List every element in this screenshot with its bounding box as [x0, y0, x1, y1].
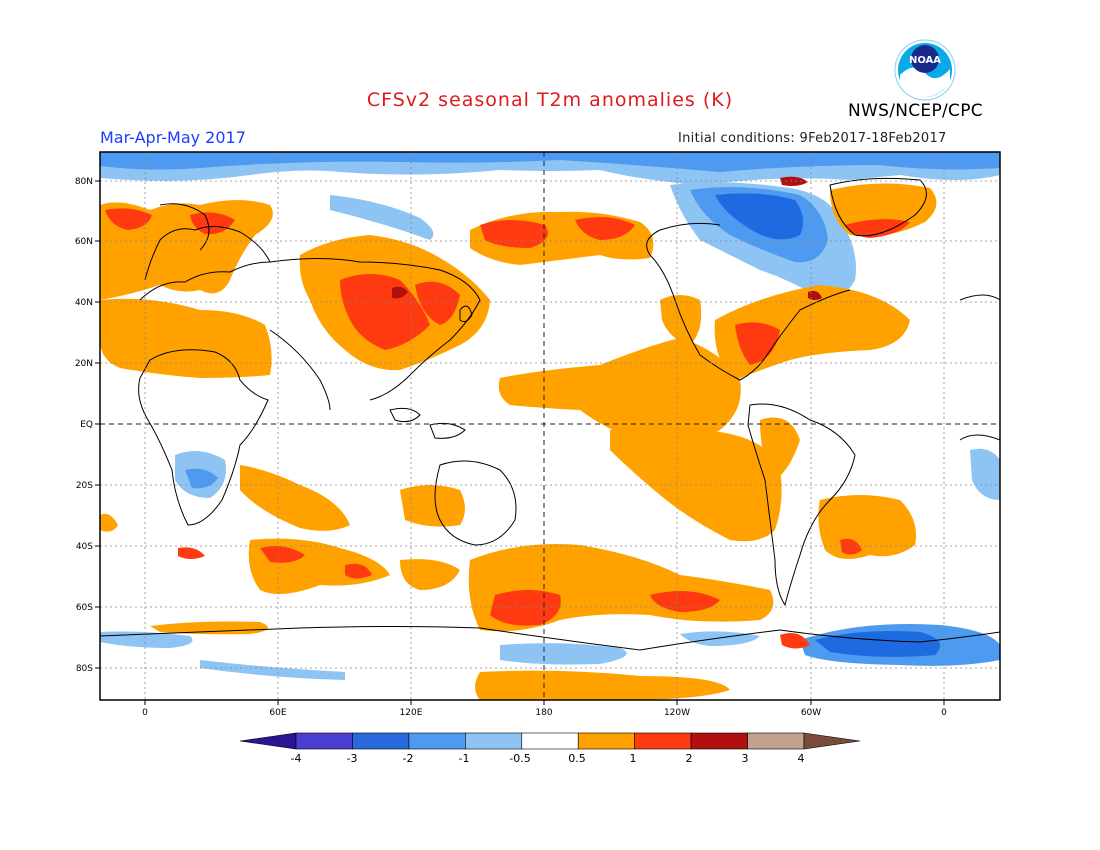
lon-label: 60W	[801, 708, 821, 718]
colorbar-tick: 2	[686, 752, 693, 765]
chart-title: CFSv2 seasonal T2m anomalies (K)	[366, 89, 734, 111]
colorbar-tick: -2	[403, 752, 414, 765]
colorbar-tick: 1	[630, 752, 637, 765]
colorbar-tick: 3	[742, 752, 749, 765]
colorbar-segment	[747, 732, 805, 750]
lon-label: 0	[941, 708, 947, 718]
lat-label: 60S	[76, 603, 93, 613]
colorbar-segment	[408, 732, 466, 750]
anomaly-antarctic	[100, 624, 1000, 680]
colorbar-segment	[465, 732, 523, 750]
colorbar-arrow-low	[239, 732, 297, 750]
colorbar-tick: -1	[459, 752, 470, 765]
lon-label: 180	[535, 708, 552, 718]
colorbar-tick: 4	[798, 752, 805, 765]
initial-conditions: Initial conditions: 9Feb2017-18Feb2017	[678, 131, 947, 146]
lat-label: EQ	[80, 420, 93, 430]
lat-label: 80S	[76, 664, 93, 674]
colorbar-arrow-high	[803, 732, 861, 750]
lat-label: 20S	[76, 481, 93, 491]
colorbar-segment	[690, 732, 748, 750]
colorbar-segment	[577, 732, 635, 750]
colorbar-tick: -0.5	[509, 752, 530, 765]
colorbar-tick: 0.5	[568, 752, 586, 765]
noaa-logo: NOAA	[894, 39, 956, 101]
logo-text: NOAA	[909, 55, 941, 66]
colorbar-segment	[634, 732, 692, 750]
colorbar-segments	[239, 732, 861, 750]
lat-label: 20N	[75, 359, 93, 369]
anomaly-hot-spots	[105, 208, 910, 649]
colorbar-tick: -4	[291, 752, 302, 765]
lon-label: 120E	[400, 708, 423, 718]
equator-dateline	[100, 152, 1000, 700]
lon-label: 0	[142, 708, 148, 718]
colorbar-segment	[295, 732, 353, 750]
lat-label: 80N	[75, 177, 93, 187]
lon-label: 60E	[269, 708, 286, 718]
colorbar-segment	[352, 732, 410, 750]
colorbar-tick: -3	[347, 752, 358, 765]
anomaly-southern-africa-cold	[175, 448, 1000, 500]
lat-label: 40S	[76, 542, 93, 552]
anomaly-canada-cold	[670, 182, 856, 299]
colorbar-segment	[521, 732, 579, 750]
gridlines	[100, 152, 1000, 700]
coastlines	[100, 177, 1000, 651]
anomaly-extreme-spots	[392, 176, 822, 300]
agency-label: NWS/NCEP/CPC	[848, 101, 983, 121]
anomaly-arctic-band	[100, 152, 1000, 240]
lat-label: 60N	[75, 237, 93, 247]
lat-label: 40N	[75, 298, 93, 308]
axis-ticks	[95, 180, 945, 705]
map-frame	[99, 151, 1001, 701]
forecast-period: Mar-Apr-May 2017	[100, 128, 246, 147]
lon-label: 120W	[664, 708, 690, 718]
